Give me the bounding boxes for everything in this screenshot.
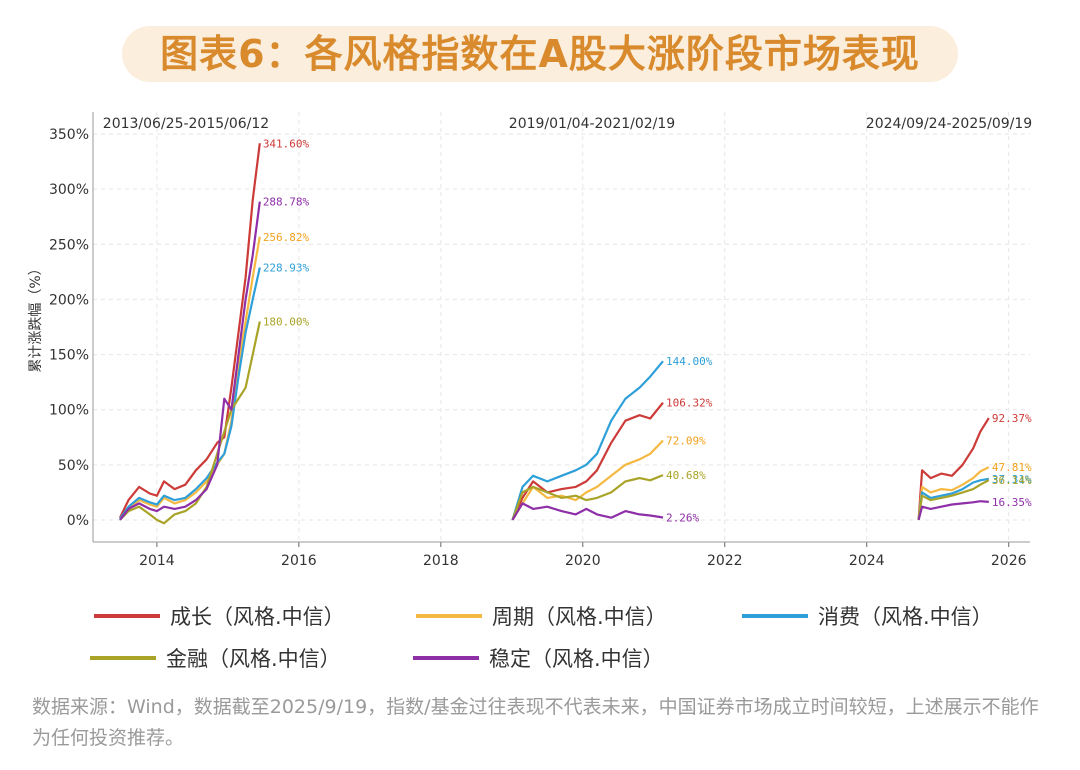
end-value-label: 2.26%	[666, 511, 699, 524]
y-tick-label: 200%	[49, 292, 89, 308]
legend-label: 成长（风格.中信）	[170, 605, 345, 629]
x-tick-label: 2026	[991, 553, 1027, 569]
end-value-label: 341.60%	[263, 137, 310, 150]
end-value-label: 92.37%	[992, 412, 1032, 425]
series-line	[511, 402, 664, 521]
x-tick-label: 2018	[423, 553, 459, 569]
x-tick-label: 2022	[707, 553, 743, 569]
series-line	[917, 466, 990, 521]
end-value-label: 256.82%	[263, 231, 310, 244]
end-value-label: 144.00%	[666, 355, 713, 368]
period-label: 2013/06/25-2015/06/12	[103, 116, 269, 132]
legend-swatch	[90, 656, 156, 660]
series-line	[917, 500, 989, 521]
x-tick-label: 2014	[139, 553, 175, 569]
legend-item: 金融（风格.中信）	[90, 643, 341, 673]
end-value-label: 180.00%	[263, 315, 310, 328]
x-tick-label: 2016	[281, 553, 317, 569]
x-tick-label: 2024	[849, 553, 885, 569]
y-tick-label: 250%	[49, 237, 89, 253]
legend-swatch	[94, 614, 160, 618]
title-background	[122, 26, 958, 82]
legend-label: 消费（风格.中信）	[818, 605, 993, 629]
y-tick-label: 350%	[49, 127, 89, 143]
end-value-label: 288.78%	[263, 196, 310, 209]
period-label: 2019/01/04-2021/02/19	[509, 116, 675, 132]
series-line	[511, 474, 664, 521]
legend-label: 金融（风格.中信）	[166, 647, 341, 671]
series-line	[119, 321, 261, 525]
period-label: 2024/09/24-2025/09/19	[866, 116, 1032, 132]
line-chart: 0% 50% 100% 150% 200% 250% 300% 350% 2014 2016 201…	[28, 112, 1032, 569]
legend-swatch	[742, 614, 808, 618]
end-value-label: 36.14%	[992, 474, 1032, 487]
y-tick-label: 50%	[58, 458, 89, 474]
series-line	[119, 236, 261, 520]
series-line	[511, 502, 664, 521]
series-line	[917, 417, 990, 520]
y-tick-label: 150%	[49, 348, 89, 364]
footnote: 数据来源：Wind，数据截至2025/9/19，指数/基金过往表现不代表未来，中…	[32, 696, 1039, 749]
series-line	[511, 360, 664, 521]
legend-swatch	[413, 656, 479, 660]
legend-item: 消费（风格.中信）	[742, 601, 993, 631]
series-line	[917, 479, 990, 521]
end-value-label: 37.31%	[992, 473, 1032, 486]
legend-item: 周期（风格.中信）	[416, 601, 667, 631]
end-value-label: 72.09%	[666, 434, 706, 447]
legend-label: 周期（风格.中信）	[492, 605, 667, 629]
page-title: 图表6：各风格指数在A股大涨阶段市场表现	[160, 32, 920, 76]
series-line	[119, 267, 261, 520]
end-value-label: 40.68%	[666, 469, 706, 482]
legend-label: 稳定（风格.中信）	[489, 647, 664, 671]
series-line	[917, 477, 989, 521]
legend-item: 稳定（风格.中信）	[413, 643, 664, 673]
series-line	[119, 143, 261, 519]
legend-item: 成长（风格.中信）	[94, 601, 345, 631]
end-value-label: 16.35%	[992, 496, 1032, 509]
x-tick-label: 2020	[565, 553, 601, 569]
y-axis-label: 累计涨跌幅（%）	[28, 261, 44, 372]
y-tick-label: 100%	[49, 403, 89, 419]
y-tick-label: 0%	[67, 513, 89, 529]
legend-swatch	[416, 614, 482, 618]
series-line	[119, 201, 261, 521]
end-value-label: 228.93%	[263, 262, 310, 275]
end-value-label: 47.81%	[992, 461, 1032, 474]
end-value-label: 106.32%	[666, 397, 713, 410]
y-tick-label: 300%	[49, 182, 89, 198]
